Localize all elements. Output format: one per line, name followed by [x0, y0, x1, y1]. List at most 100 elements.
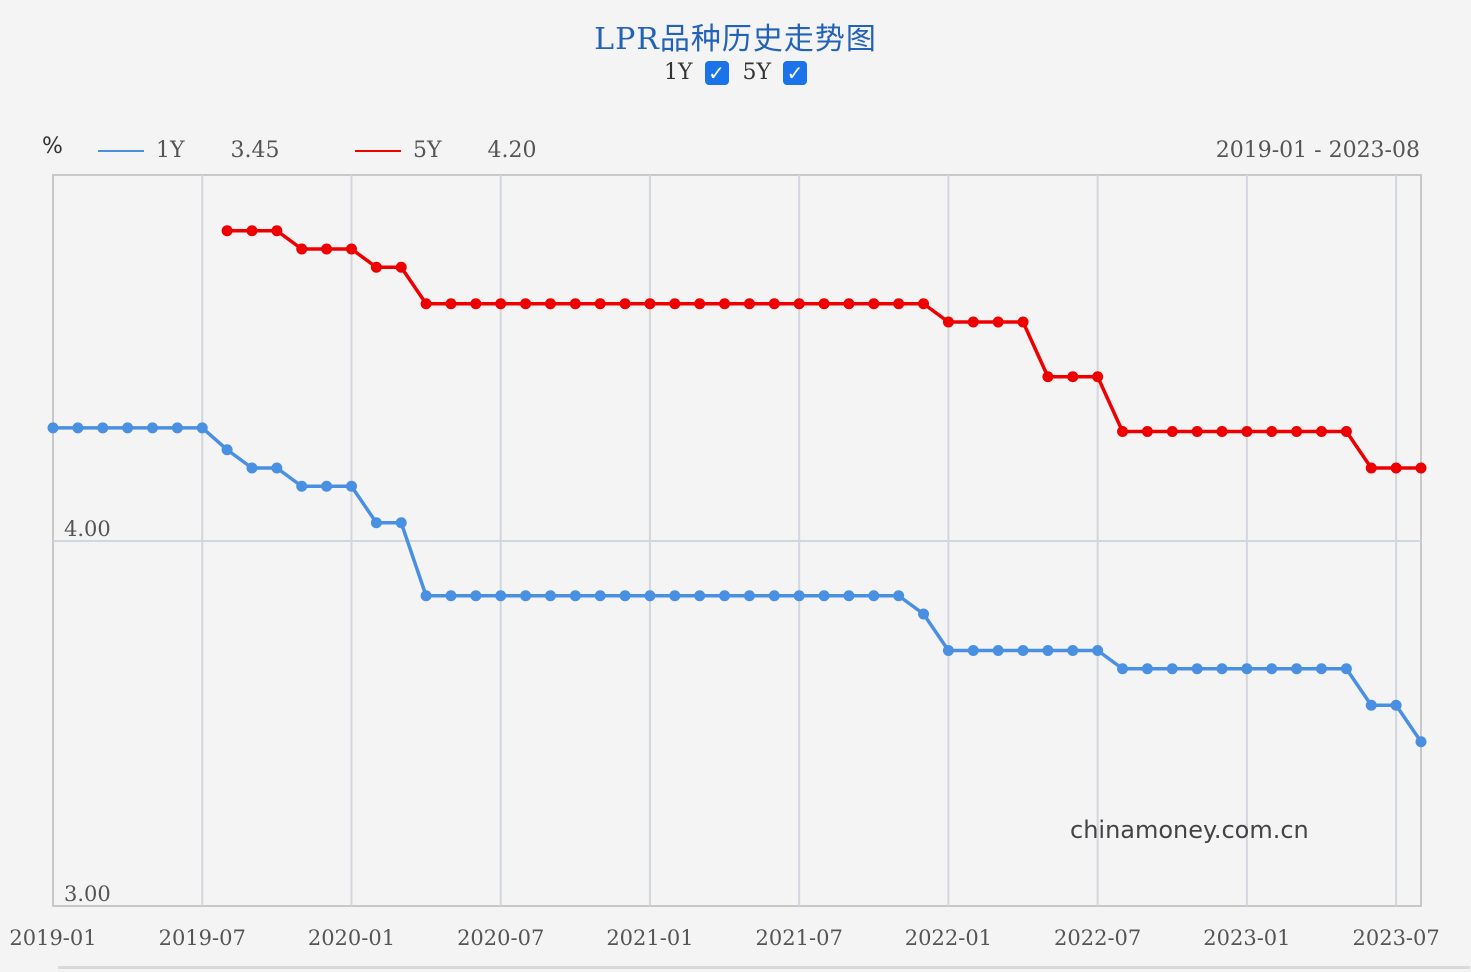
data-point-5y — [246, 225, 258, 237]
data-point-1y — [644, 590, 656, 602]
data-point-1y — [818, 590, 830, 602]
series-toggles: 1Y ✓ 5Y ✓ — [0, 60, 1471, 85]
data-point-1y — [370, 517, 382, 529]
data-point-1y — [1042, 645, 1054, 656]
data-point-5y — [1291, 426, 1303, 437]
toggle-1y[interactable]: 1Y ✓ — [664, 60, 729, 85]
data-point-5y — [1092, 371, 1104, 383]
y-tick-label: 3.00 — [64, 882, 111, 906]
data-point-1y — [1340, 663, 1352, 675]
x-tick-label: 2023-07 — [1352, 926, 1439, 950]
data-point-5y — [221, 225, 233, 237]
data-point-1y — [1216, 663, 1228, 675]
legend-value-5y: 4.20 — [487, 138, 537, 163]
x-tick-label: 2022-07 — [1054, 926, 1141, 950]
data-point-5y — [594, 298, 606, 310]
data-point-5y — [1017, 316, 1029, 328]
data-point-1y — [1141, 663, 1153, 675]
data-point-1y — [619, 590, 631, 602]
data-point-1y — [1117, 663, 1129, 675]
data-point-5y — [768, 298, 780, 310]
x-tick-label: 2020-01 — [308, 926, 395, 950]
data-point-1y — [719, 590, 731, 602]
data-point-5y — [893, 298, 905, 310]
chart-title: LPR品种历史走势图 — [594, 22, 877, 57]
toggle-5y[interactable]: 5Y ✓ — [743, 60, 808, 85]
data-point-5y — [1042, 371, 1054, 383]
legend-line-5y — [355, 149, 401, 152]
toggle-5y-label: 5Y — [742, 60, 772, 85]
data-point-5y — [843, 298, 855, 310]
data-point-5y — [1141, 426, 1153, 437]
data-point-5y — [868, 298, 880, 310]
data-point-5y — [1216, 426, 1228, 437]
x-tick-label: 2020-07 — [457, 926, 544, 950]
data-point-5y — [321, 243, 333, 255]
data-point-1y — [395, 517, 407, 529]
data-point-1y — [893, 590, 905, 602]
data-point-1y — [1390, 699, 1402, 711]
data-point-5y — [619, 298, 631, 310]
data-point-1y — [694, 590, 706, 602]
watermark: chinamoney.com.cn — [1070, 816, 1309, 844]
data-point-1y — [221, 444, 233, 456]
x-tick-label: 2019-07 — [159, 926, 246, 950]
data-point-1y — [1017, 645, 1029, 656]
data-point-1y — [1241, 663, 1253, 675]
data-point-1y — [743, 590, 755, 602]
data-point-5y — [1390, 462, 1402, 474]
data-point-1y — [1365, 699, 1377, 711]
legend: % 1Y 3.45 5Y 4.20 2019-01 - 2023-08 — [0, 134, 1471, 170]
data-point-1y — [420, 590, 432, 602]
data-point-1y — [171, 422, 183, 434]
data-point-1y — [495, 590, 507, 602]
data-point-5y — [345, 243, 357, 255]
data-point-1y — [1067, 645, 1079, 656]
checkbox-checked-icon[interactable]: ✓ — [704, 60, 729, 85]
data-point-5y — [818, 298, 830, 310]
data-point-5y — [520, 298, 532, 310]
data-point-5y — [1316, 426, 1328, 437]
data-point-5y — [445, 298, 457, 310]
data-point-1y — [196, 422, 208, 434]
data-point-1y — [967, 645, 979, 656]
data-point-1y — [72, 422, 84, 434]
data-point-5y — [1365, 462, 1377, 474]
data-point-5y — [918, 298, 930, 310]
data-point-5y — [296, 243, 308, 255]
data-point-1y — [470, 590, 482, 602]
x-tick-label: 2021-07 — [756, 926, 843, 950]
data-point-5y — [1415, 462, 1427, 474]
series-line-1y — [53, 426, 1423, 743]
bottom-divider — [58, 966, 1470, 969]
data-point-5y — [1067, 371, 1079, 383]
data-point-5y — [569, 298, 581, 310]
data-point-1y — [520, 590, 532, 602]
checkbox-checked-icon[interactable]: ✓ — [783, 60, 808, 85]
data-point-1y — [569, 590, 581, 602]
data-point-1y — [97, 422, 109, 434]
data-point-1y — [793, 590, 805, 602]
data-point-1y — [942, 645, 954, 656]
legend-name-1y: 1Y — [156, 138, 185, 163]
data-point-5y — [743, 298, 755, 310]
legend-item-5y[interactable]: 5Y 4.20 — [355, 138, 537, 163]
data-point-5y — [1191, 426, 1203, 437]
data-point-1y — [669, 590, 681, 602]
data-point-5y — [1241, 426, 1253, 437]
legend-line-1y — [98, 149, 144, 152]
data-point-1y — [1316, 663, 1328, 675]
data-point-5y — [395, 261, 407, 273]
data-point-1y — [768, 590, 780, 602]
data-point-5y — [644, 298, 656, 310]
data-point-1y — [146, 422, 158, 434]
data-point-1y — [544, 590, 556, 602]
data-point-1y — [1415, 736, 1427, 748]
data-point-1y — [47, 422, 59, 434]
data-point-1y — [445, 590, 457, 602]
data-point-1y — [918, 608, 930, 620]
data-point-1y — [1092, 645, 1104, 656]
x-tick-label: 2022-01 — [905, 926, 992, 950]
legend-item-1y[interactable]: 1Y 3.45 — [98, 138, 280, 163]
